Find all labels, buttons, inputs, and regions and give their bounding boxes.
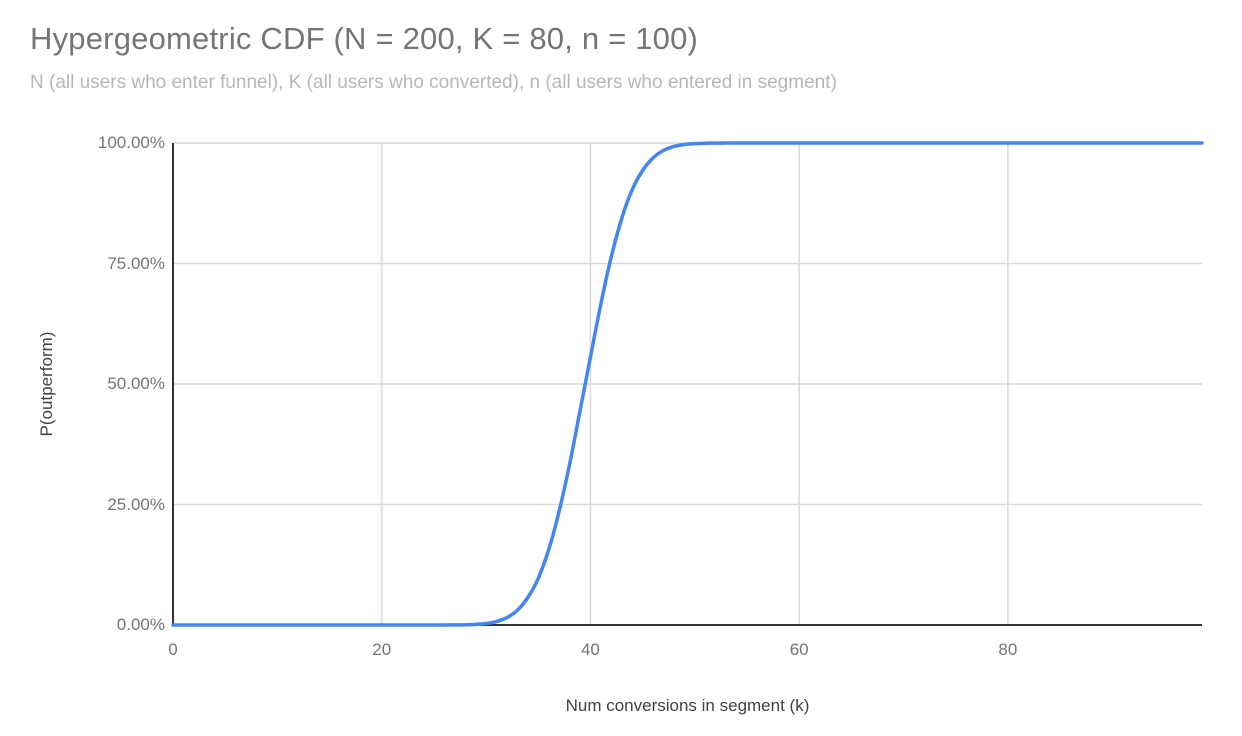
chart-subtitle: N (all users who enter funnel), K (all u… (30, 72, 837, 93)
x-tick-label: 80 (998, 640, 1018, 659)
gridlines (173, 142, 1202, 625)
y-tick-label: 0.00% (116, 615, 165, 634)
y-tick-label: 100.00% (97, 133, 165, 152)
x-tick-label: 0 (168, 640, 178, 659)
chart-title: Hypergeometric CDF (N = 200, K = 80, n =… (30, 21, 699, 56)
y-tick-label: 50.00% (107, 374, 165, 393)
y-axis-title: P(outperform) (37, 331, 56, 437)
x-tick-label: 40 (580, 640, 600, 659)
y-tick-label: 75.00% (107, 253, 165, 273)
x-tick-label: 20 (372, 640, 392, 659)
x-axis-title: Num conversions in segment (k) (565, 696, 810, 715)
cdf-line (171, 141, 1204, 627)
x-tick-label: 60 (789, 640, 809, 659)
y-tick-label: 25.00% (107, 494, 165, 514)
